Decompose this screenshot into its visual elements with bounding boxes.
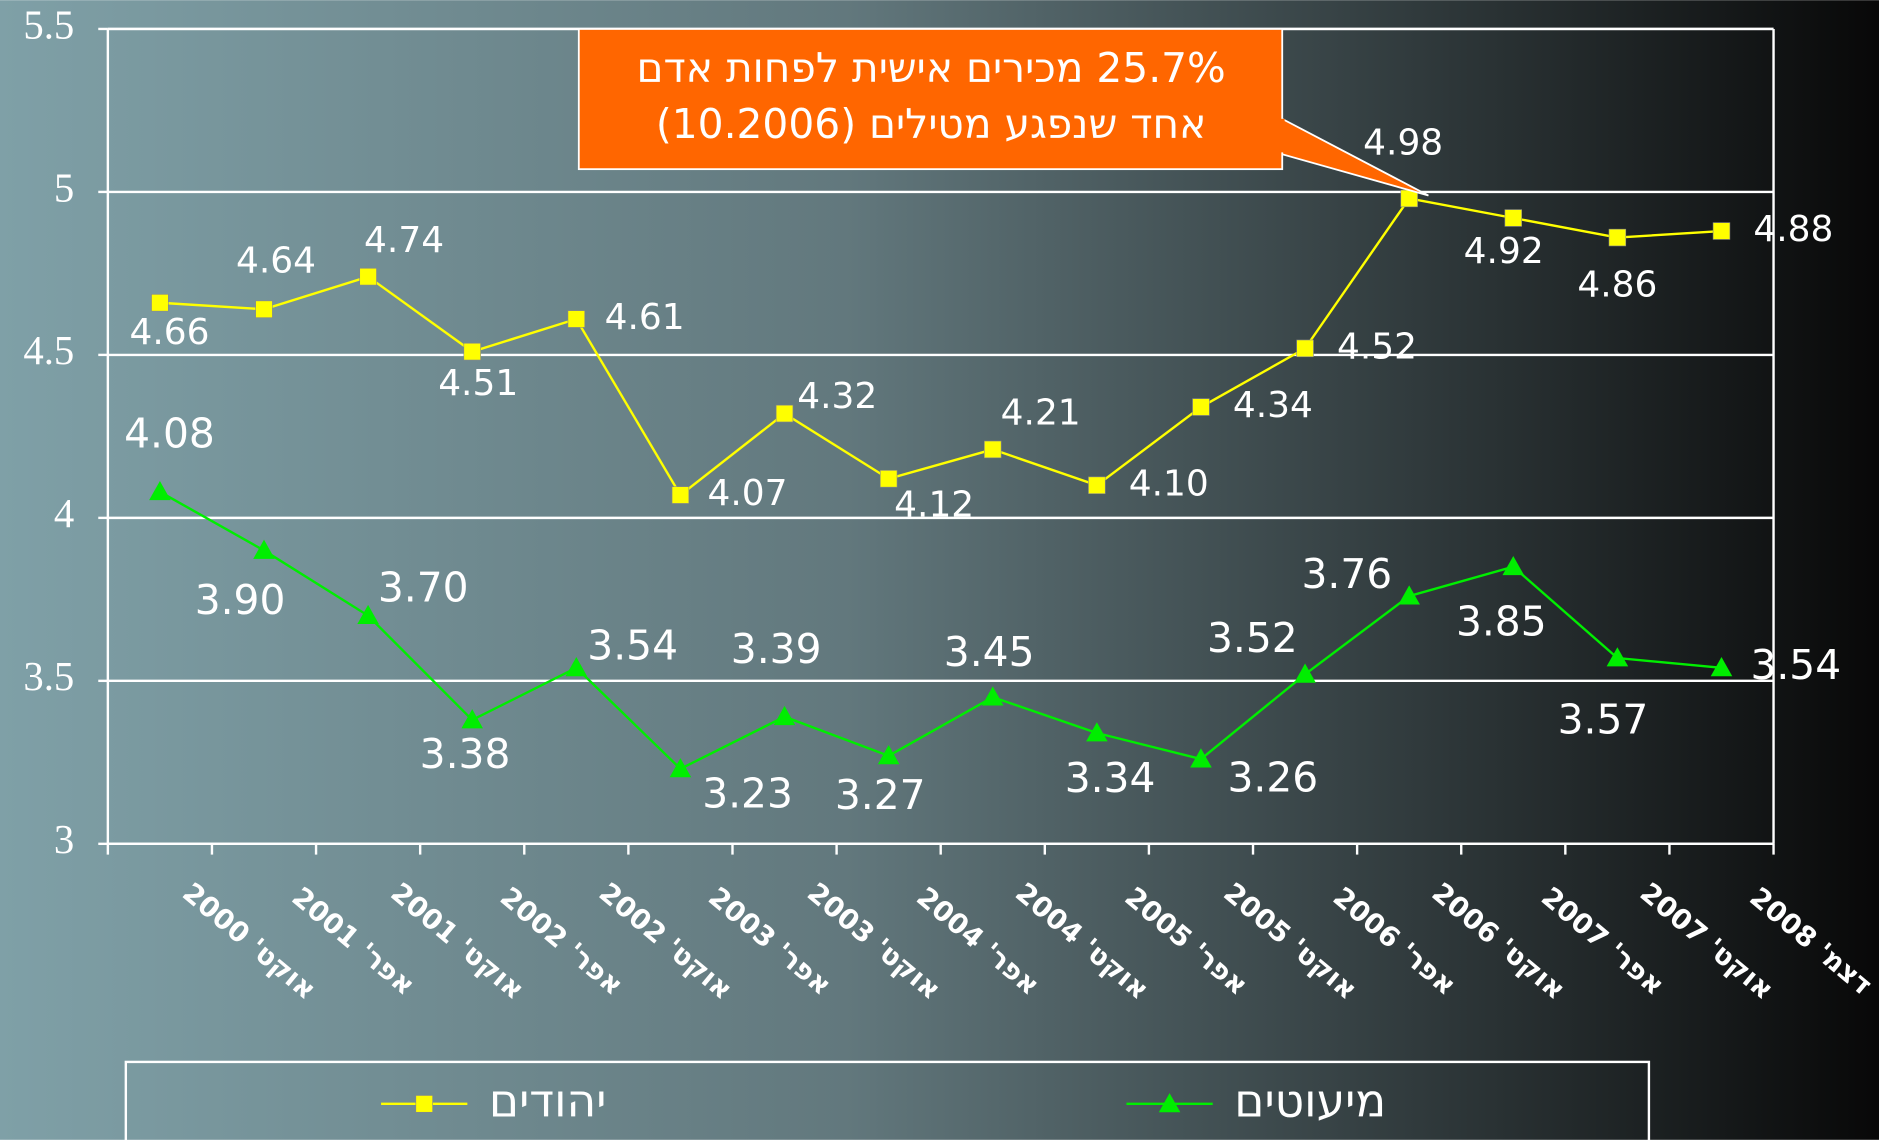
- marker: [357, 604, 379, 625]
- data-label: 3.54: [587, 622, 678, 670]
- marker: [1192, 398, 1210, 416]
- series-line: [159, 197, 1722, 497]
- marker: [877, 745, 900, 765]
- data-label: 4.61: [605, 297, 685, 338]
- marker: [1296, 339, 1314, 358]
- series-line: [159, 490, 1722, 771]
- marker: [463, 342, 481, 361]
- marker: [879, 470, 898, 488]
- marker: [255, 300, 273, 318]
- data-label: 3.38: [420, 730, 511, 778]
- marker: [671, 486, 690, 504]
- marker: [775, 404, 794, 423]
- marker: [981, 686, 1004, 706]
- data-label: 4.86: [1577, 265, 1657, 306]
- callout-text: אחד שנפגע מטילים (10.2006): [656, 100, 1207, 148]
- data-label: 3.26: [1228, 754, 1319, 802]
- marker: [1608, 228, 1627, 247]
- marker: [415, 1095, 433, 1113]
- marker: [1158, 1093, 1181, 1113]
- marker: [149, 481, 171, 501]
- data-label: 3.70: [378, 563, 469, 611]
- marker: [669, 758, 692, 778]
- data-label: 3.45: [944, 628, 1035, 676]
- callout-text: 25.7% מכירים אישית לפחות אדם: [636, 44, 1225, 92]
- data-label: 3.57: [1558, 696, 1649, 744]
- data-label: 3.34: [1065, 754, 1156, 802]
- y-tick-label: 4: [54, 491, 74, 536]
- marker: [1294, 663, 1316, 683]
- y-tick-label: 4.5: [23, 328, 74, 373]
- marker: [984, 440, 1002, 459]
- marker: [1710, 657, 1733, 677]
- marker: [1398, 585, 1420, 605]
- data-label: 4.92: [1464, 231, 1544, 272]
- marker: [359, 267, 377, 286]
- y-tick-label: 5.5: [23, 2, 74, 47]
- data-label: 4.64: [236, 241, 316, 282]
- callout-box: [577, 28, 1284, 171]
- legend-box: [124, 1060, 1651, 1140]
- legend-label: מיעוטים: [1234, 1074, 1386, 1127]
- y-tick-label: 5: [54, 165, 74, 210]
- callout: 25.7% מכירים אישית לפחות אדם אחד שנפגע מ…: [577, 28, 1429, 197]
- marker: [1502, 555, 1525, 576]
- data-label: 4.52: [1337, 326, 1417, 367]
- marker: [567, 310, 586, 328]
- y-tick-label: 3.5: [23, 654, 74, 699]
- data-label: 3.23: [702, 769, 793, 817]
- data-label: 3.85: [1456, 597, 1547, 645]
- data-label: 4.34: [1233, 385, 1313, 426]
- marker: [1088, 476, 1106, 494]
- data-label: 4.21: [1001, 393, 1081, 434]
- data-label: 3.27: [835, 771, 926, 819]
- data-label: 4.98: [1363, 123, 1443, 164]
- marker: [1086, 722, 1108, 742]
- data-label: 4.12: [894, 484, 974, 525]
- y-tick-label: 3: [54, 817, 74, 862]
- data-label: 4.51: [438, 363, 518, 404]
- callout-joint: [1277, 118, 1285, 153]
- data-label: 3.76: [1302, 550, 1393, 598]
- data-label: 4.74: [364, 220, 444, 261]
- marker: [253, 539, 275, 559]
- data-label: 3.39: [731, 625, 822, 673]
- marker: [461, 709, 484, 729]
- marker: [1504, 209, 1522, 227]
- data-label: 3.54: [1750, 641, 1841, 689]
- marker: [151, 294, 169, 312]
- data-label: 4.08: [124, 410, 215, 458]
- marker: [773, 705, 796, 726]
- data-label: 4.07: [708, 473, 788, 514]
- marker: [1606, 647, 1629, 667]
- data-label: 3.90: [195, 576, 286, 624]
- legend-label: יהודים: [489, 1074, 607, 1127]
- marker: [565, 657, 588, 677]
- data-label: 4.88: [1753, 209, 1833, 250]
- marker: [1712, 222, 1731, 240]
- data-label: 3.52: [1207, 614, 1298, 662]
- marker: [1190, 748, 1212, 768]
- data-label: 4.10: [1129, 463, 1209, 504]
- data-label: 4.66: [129, 312, 209, 353]
- data-label: 4.32: [797, 376, 877, 417]
